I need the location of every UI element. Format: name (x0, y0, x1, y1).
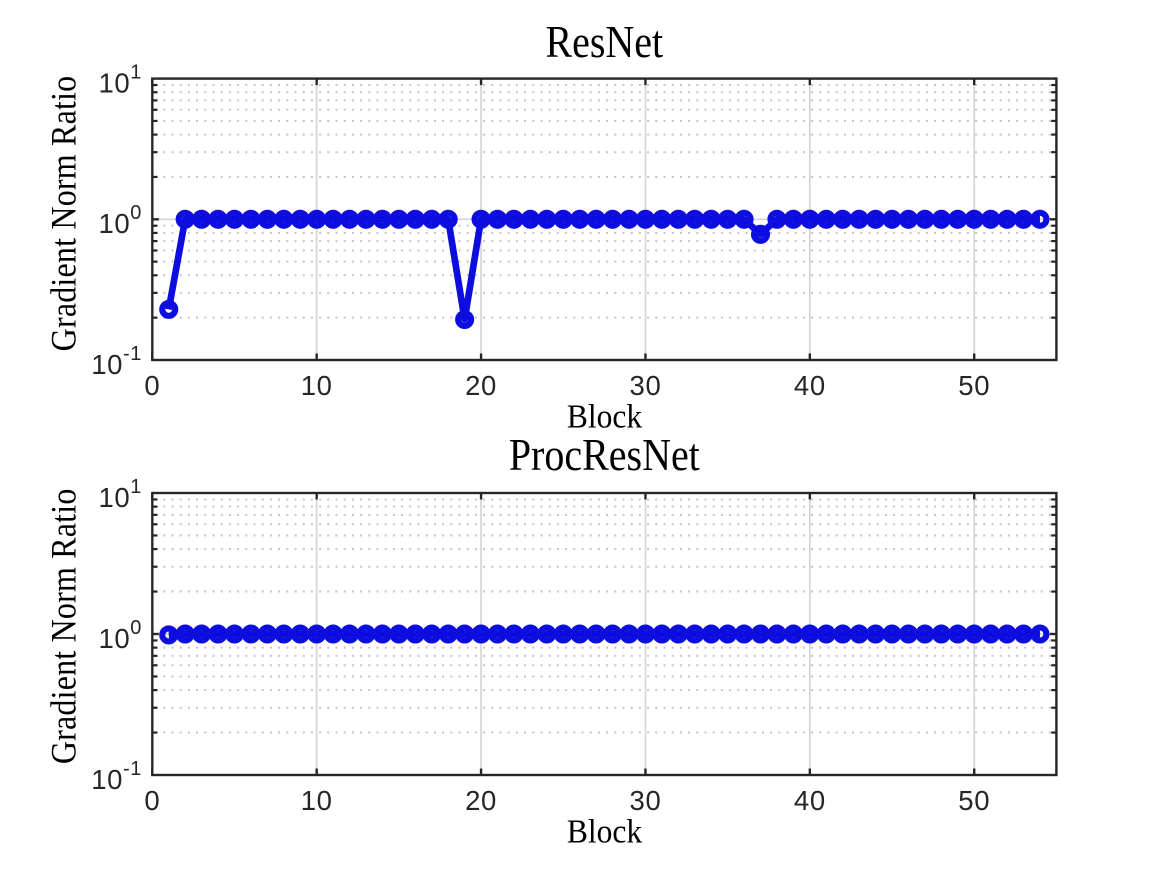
svg-text:Block: Block (567, 399, 643, 436)
svg-text:0: 0 (144, 370, 160, 401)
svg-text:50: 50 (958, 370, 990, 401)
svg-text:0: 0 (144, 785, 160, 816)
svg-text:10: 10 (301, 370, 333, 401)
svg-text:40: 40 (794, 370, 826, 401)
svg-text:ProcResNet: ProcResNet (509, 431, 700, 481)
svg-text:Gradient Norm Ratio: Gradient Norm Ratio (45, 76, 84, 352)
svg-text:20: 20 (465, 370, 497, 401)
svg-text:50: 50 (958, 785, 990, 816)
svg-text:30: 30 (630, 785, 662, 816)
svg-text:ResNet: ResNet (545, 18, 663, 68)
svg-text:10: 10 (301, 785, 333, 816)
svg-text:Block: Block (567, 814, 643, 851)
svg-text:20: 20 (465, 785, 497, 816)
svg-text:30: 30 (630, 370, 662, 401)
svg-text:40: 40 (794, 785, 826, 816)
svg-text:Gradient Norm Ratio: Gradient Norm Ratio (45, 488, 84, 764)
